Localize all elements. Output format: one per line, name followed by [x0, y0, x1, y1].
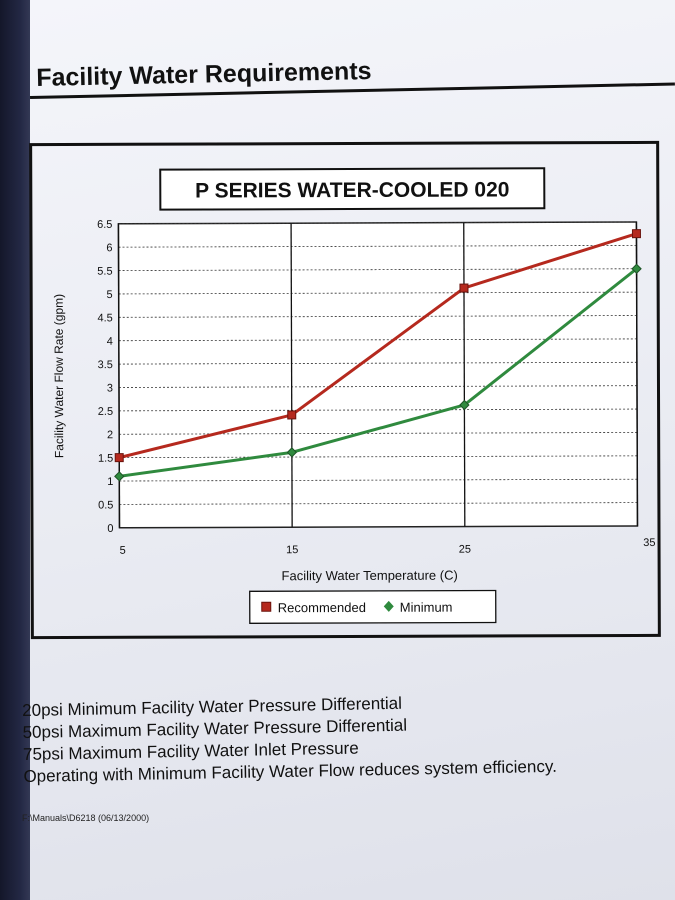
data-point-minimum [459, 399, 470, 411]
legend-label: Recommended [278, 600, 366, 615]
y-tick-label: 4 [107, 336, 113, 348]
y-tick-label: 2 [107, 429, 113, 441]
legend-swatch-minimum [383, 600, 394, 612]
footer-reference: F:\Manuals\D6218 (06/13/2000) [22, 813, 150, 823]
series-line [119, 267, 638, 478]
legend-label: Minimum [400, 600, 453, 615]
y-tick-label: 0 [107, 523, 113, 535]
data-point-minimum [286, 447, 298, 458]
data-point-minimum [631, 263, 642, 274]
y-tick-label: 3 [107, 383, 113, 395]
plot-area [117, 221, 639, 529]
notes-block: 20psi Minimum Facility Water Pressure Di… [22, 690, 557, 788]
x-tick-label: 35 [643, 537, 655, 549]
y-tick-label: 6 [106, 242, 112, 254]
data-point-recommended [287, 410, 297, 420]
data-point-minimum [114, 471, 125, 482]
data-point-recommended [631, 229, 641, 239]
legend-box [249, 589, 497, 624]
x-tick-label: 25 [459, 544, 471, 556]
chart-svg: P SERIES WATER-COOLED 020 0 0.5 1 1.5 2 2.5 3 3.… [52, 167, 656, 624]
y-tick-label: 5.5 [97, 266, 112, 278]
y-tick-label: 1.5 [98, 453, 113, 465]
data-point-recommended [459, 283, 469, 293]
y-tick-label: 5 [107, 289, 113, 301]
x-tick-label: 15 [286, 544, 298, 556]
y-tick-label: 4.5 [97, 312, 112, 324]
legend-swatch-recommended [261, 601, 272, 612]
x-gridline [290, 223, 293, 528]
x-gridline [463, 222, 466, 527]
y-tick-label: 0.5 [98, 499, 113, 511]
y-axis-label: Facility Water Flow Rate (gpm) [52, 294, 67, 458]
chart-frame: P SERIES WATER-COOLED 020 0 0.5 1 1.5 2 2.5 3 3.… [29, 140, 661, 640]
y-tick-label: 6.5 [97, 219, 112, 231]
data-point-recommended [114, 453, 124, 463]
chart-title: P SERIES WATER-COOLED 020 [195, 178, 509, 202]
binder-edge [0, 0, 34, 900]
y-tick-label: 2.5 [98, 406, 113, 418]
x-tick-label: 5 [120, 545, 126, 557]
series-line [118, 232, 637, 460]
x-axis-label: Facility Water Temperature (C) [281, 568, 457, 584]
y-tick-label: 1 [107, 476, 113, 488]
chart-title-box [159, 167, 546, 211]
y-tick-label: 3.5 [98, 359, 113, 371]
